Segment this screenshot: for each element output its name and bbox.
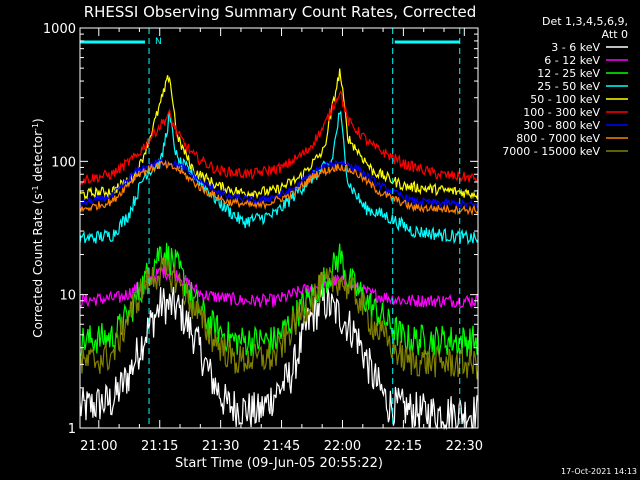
- legend-label-5: 100 - 300 keV: [523, 106, 600, 119]
- series-line-0: [79, 285, 479, 431]
- footer-date: 17-Oct-2021 14:13: [561, 467, 637, 476]
- series-line-3: [79, 110, 479, 246]
- night-marker-label: N: [155, 37, 162, 47]
- y-tick-label: 1000: [43, 22, 76, 37]
- legend-label-3: 25 - 50 keV: [537, 80, 600, 93]
- legend-label-7: 800 - 7000 keV: [516, 132, 600, 145]
- legend-header: Det 1,3,4,5,6,9,: [542, 15, 628, 28]
- legend-label-0: 3 - 6 keV: [551, 41, 600, 54]
- series-line-6: [79, 156, 479, 210]
- x-tick-label: 21:00: [80, 439, 117, 454]
- x-tick-label: 21:45: [263, 439, 300, 454]
- legend-label-6: 300 - 800 keV: [523, 119, 600, 132]
- x-tick-label: 22:30: [446, 439, 483, 454]
- series-line-2: [79, 242, 479, 358]
- series-line-5: [79, 90, 479, 185]
- y-tick-label: 1: [68, 422, 76, 437]
- x-tick-label: 22:00: [324, 439, 361, 454]
- x-tick-label: 21:30: [202, 439, 239, 454]
- x-tick-label: 22:15: [385, 439, 422, 454]
- y-tick-label: 100: [51, 155, 76, 170]
- chart-title: RHESSI Observing Summary Count Rates, Co…: [84, 3, 477, 21]
- y-tick-label: 10: [59, 289, 76, 304]
- x-tick-label: 21:15: [141, 439, 178, 454]
- series-line-7: [79, 159, 479, 217]
- plot-area: N: [79, 28, 479, 431]
- legend-header: Att 0: [602, 28, 628, 41]
- plot-frame: [79, 27, 479, 429]
- legend-label-1: 6 - 12 keV: [544, 54, 600, 67]
- axes: 1 10 100 1000 21:00 21:15 21:30 21:45 22:00 22:15…: [43, 22, 483, 454]
- legend-label-8: 7000 - 15000 keV: [502, 145, 600, 158]
- legend-label-4: 50 - 100 keV: [530, 93, 600, 106]
- x-axis-label: Start Time (09-Jun-05 20:55:22): [175, 456, 383, 471]
- y-axis-label: Corrected Count Rate (s-1 detector-1): [31, 118, 46, 337]
- series-line-8: [79, 257, 479, 380]
- legend-label-2: 12 - 25 keV: [537, 67, 600, 80]
